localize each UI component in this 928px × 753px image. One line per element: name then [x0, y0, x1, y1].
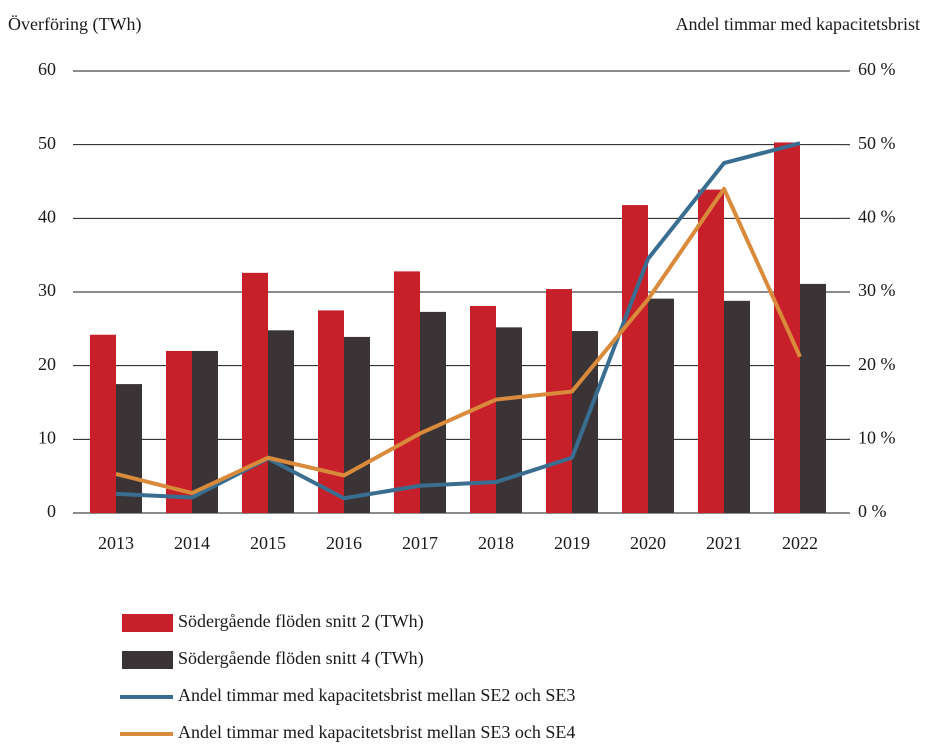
y-tick-label: 60	[38, 59, 56, 79]
bar	[698, 189, 724, 513]
y-tick-label: 0	[47, 501, 56, 521]
bar	[394, 271, 420, 513]
y-tick-label: 50	[38, 133, 56, 153]
x-tick-label: 2013	[98, 533, 134, 553]
bar	[800, 283, 826, 513]
x-tick-label: 2018	[478, 533, 514, 553]
y2-tick-label: 10 %	[858, 427, 896, 447]
y2-tick-label: 20 %	[858, 354, 896, 374]
x-tick-label: 2015	[250, 533, 286, 553]
y-tick-label: 30	[38, 280, 56, 300]
y-tick-label: 20	[38, 354, 56, 374]
x-tick-label: 2019	[554, 533, 590, 553]
legend-label: Södergående flöden snitt 4 (TWh)	[178, 648, 424, 669]
bar	[420, 311, 446, 513]
bar	[90, 334, 116, 513]
y-axis-title: Överföring (TWh)	[8, 14, 141, 35]
y2-tick-label: 0 %	[858, 501, 887, 521]
x-tick-label: 2016	[326, 533, 362, 553]
y2-tick-label: 30 %	[858, 280, 896, 300]
bar	[648, 298, 674, 513]
line	[115, 186, 802, 496]
bar	[268, 330, 294, 513]
y-tick-label: 40	[38, 206, 56, 226]
x-tick-label: 2020	[630, 533, 666, 553]
legend-label: Andel timmar med kapacitetsbrist mellan …	[178, 685, 575, 705]
x-tick-label: 2014	[174, 533, 210, 553]
x-tick-label: 2022	[782, 533, 818, 553]
bar	[242, 272, 268, 513]
y2-axis-title: Andel timmar med kapacitetsbrist	[676, 14, 920, 34]
y2-tick-label: 50 %	[858, 133, 896, 153]
y2-tick-label: 60 %	[858, 59, 896, 79]
legend-swatch	[122, 614, 173, 632]
bar	[344, 336, 370, 513]
bar	[116, 384, 142, 513]
x-tick-label: 2021	[706, 533, 742, 553]
bar	[496, 327, 522, 513]
legend-swatch	[122, 651, 173, 669]
bar	[724, 300, 750, 513]
line	[115, 141, 801, 501]
legend-label: Andel timmar med kapacitetsbrist mellan …	[178, 722, 575, 742]
x-tick-label: 2017	[402, 533, 438, 553]
y2-tick-label: 40 %	[858, 206, 896, 226]
bar	[622, 205, 648, 513]
y-tick-label: 10	[38, 427, 56, 447]
bar	[318, 310, 344, 513]
bar	[546, 289, 572, 513]
legend-label: Södergående flöden snitt 2 (TWh)	[178, 611, 424, 632]
